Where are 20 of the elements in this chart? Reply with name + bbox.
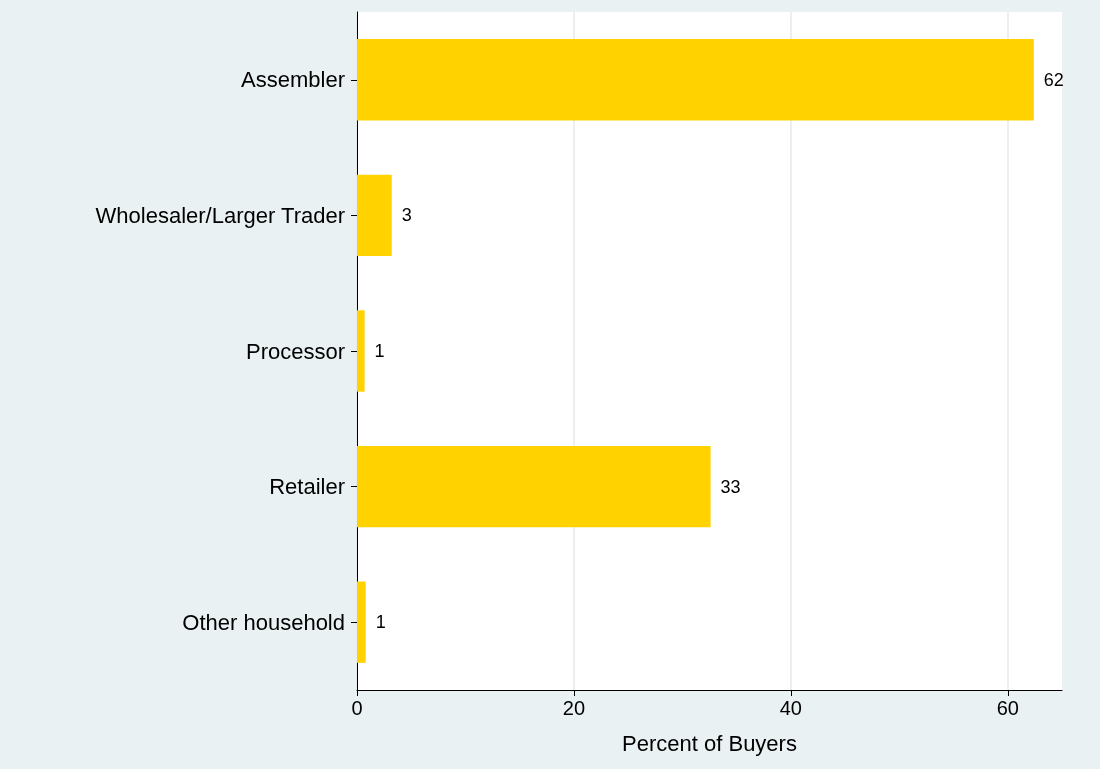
x-tick-label: 20 (562, 697, 586, 719)
y-tick-label: Other household (182, 609, 345, 635)
x-tick-label: 40 (779, 697, 802, 719)
x-tick-label: 60 (996, 697, 1019, 719)
bar (357, 174, 392, 257)
bar (357, 39, 1034, 121)
data-label: 1 (374, 341, 385, 361)
y-tick-label: Assembler (241, 67, 345, 93)
data-label: 3 (401, 205, 412, 226)
bar (357, 581, 366, 663)
bar (357, 310, 365, 392)
data-label: 62 (1043, 69, 1064, 90)
x-axis-title: Percent of Buyers (622, 730, 797, 756)
data-label: 1 (375, 612, 386, 633)
data-label: 33 (720, 476, 741, 497)
bar (357, 445, 711, 528)
y-tick-label: Processor (245, 338, 345, 364)
x-tick-label: 0 (351, 697, 363, 719)
y-tick-label: Wholesaler/Larger Trader (95, 202, 345, 228)
y-tick-label: Retailer (269, 474, 345, 500)
